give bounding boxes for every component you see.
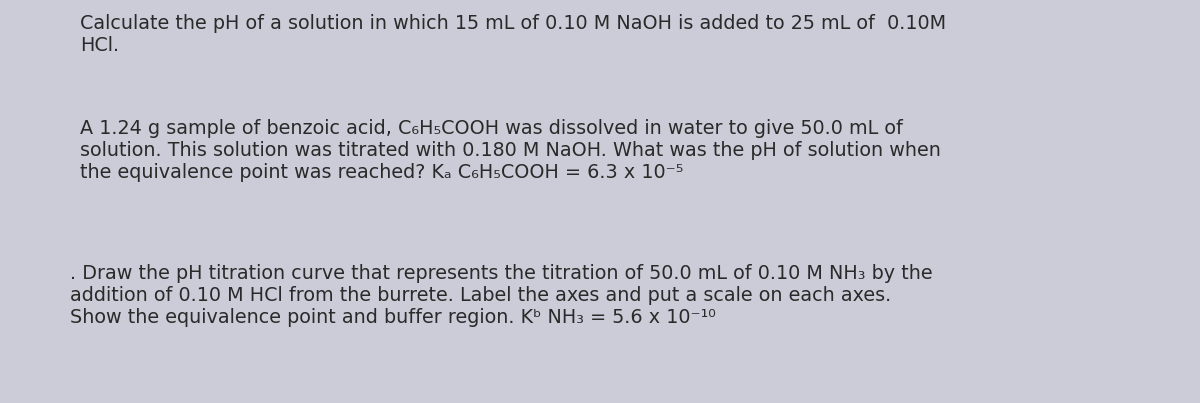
Text: the equivalence point was reached? Kₐ C₆H₅COOH = 6.3 x 10⁻⁵: the equivalence point was reached? Kₐ C₆… — [80, 163, 683, 182]
Text: solution. This solution was titrated with 0.180 M NaOH. What was the pH of solut: solution. This solution was titrated wit… — [80, 141, 941, 160]
Text: addition of 0.10 M HCl from the burrete. Label the axes and put a scale on each : addition of 0.10 M HCl from the burrete.… — [70, 286, 892, 305]
Text: . Draw the pH titration curve that represents the titration of 50.0 mL of 0.10 M: . Draw the pH titration curve that repre… — [70, 264, 932, 283]
Text: HCl.: HCl. — [80, 36, 119, 55]
Text: Calculate the pH of a solution in which 15 mL of 0.10 M NaOH is added to 25 mL o: Calculate the pH of a solution in which … — [80, 14, 946, 33]
Text: A 1.24 g sample of benzoic acid, C₆H₅COOH was dissolved in water to give 50.0 mL: A 1.24 g sample of benzoic acid, C₆H₅COO… — [80, 119, 902, 138]
Text: Show the equivalence point and buffer region. Kᵇ NH₃ = 5.6 x 10⁻¹⁰: Show the equivalence point and buffer re… — [70, 308, 715, 327]
